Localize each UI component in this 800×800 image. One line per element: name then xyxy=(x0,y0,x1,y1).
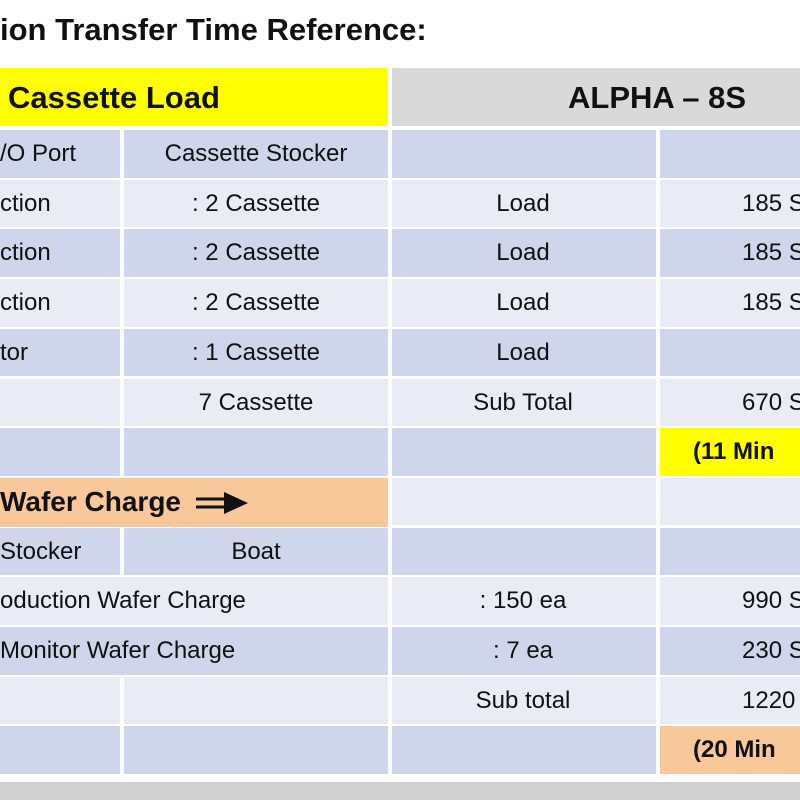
table-cell xyxy=(392,279,656,327)
table-cell xyxy=(0,428,120,476)
section-title: Wafer Charge xyxy=(0,485,182,517)
table-cell xyxy=(124,130,388,178)
cell-text: : 150 ea xyxy=(479,587,567,615)
header-cell xyxy=(392,68,800,126)
cell-text: : 2 Cassette xyxy=(191,289,321,317)
table-cell xyxy=(0,676,120,725)
table-cell xyxy=(124,527,388,576)
cell-text: Cassette Stocker xyxy=(164,140,348,167)
cell-text: oduction Wafer Charge xyxy=(0,587,246,615)
table-cell xyxy=(124,726,388,774)
cell-text: Sub total xyxy=(475,686,571,714)
table-cell xyxy=(392,527,656,576)
cell-text: Sub Total xyxy=(473,388,573,416)
table-cell xyxy=(660,527,800,576)
section-title: Cassette Load xyxy=(8,80,220,115)
table-cell xyxy=(124,378,388,426)
section-header-cell xyxy=(0,477,388,528)
cell-text: ction xyxy=(0,239,51,267)
table-cell xyxy=(392,378,656,426)
table-cell xyxy=(0,577,388,625)
table-cell xyxy=(124,179,388,228)
cell-text: (11 Min xyxy=(693,438,775,466)
table-cell xyxy=(124,229,388,277)
cell-text: Stocker xyxy=(0,537,82,565)
cell-text: ction xyxy=(0,289,51,317)
table-cell xyxy=(392,328,656,377)
table-cell xyxy=(392,179,656,228)
table-cell xyxy=(0,130,120,178)
table-cell xyxy=(660,229,800,277)
cell-text: 185 S xyxy=(742,189,800,217)
cell-text: Load xyxy=(496,239,550,267)
table-cell xyxy=(392,428,656,476)
table-cell xyxy=(660,726,800,774)
table-cell xyxy=(660,179,800,228)
cell-text: (20 Min xyxy=(693,736,776,764)
table-cell xyxy=(0,328,120,377)
table-cell xyxy=(660,328,800,377)
table-cell xyxy=(660,378,800,426)
table-cell xyxy=(0,378,120,426)
table-cell xyxy=(660,279,800,327)
cell-text: Boat xyxy=(231,537,281,565)
table-cell xyxy=(392,627,656,675)
cell-text: Monitor Wafer Charge xyxy=(0,637,236,664)
table-cell xyxy=(0,627,388,675)
cell-text: : 2 Cassette xyxy=(191,189,321,217)
table-cell xyxy=(124,676,388,725)
table-cell xyxy=(392,229,656,277)
cell-text: : 7 ea xyxy=(492,637,554,664)
table-cell xyxy=(0,726,120,774)
table-cell xyxy=(0,279,120,327)
table-cell xyxy=(660,577,800,625)
table-cell xyxy=(124,279,388,327)
table-cell xyxy=(0,527,120,576)
table-cell xyxy=(0,229,120,277)
table-cell xyxy=(392,477,656,526)
table-cell xyxy=(124,428,388,476)
cell-text: tor xyxy=(0,338,29,366)
table-cell xyxy=(392,577,656,625)
table-cell xyxy=(0,179,120,228)
cell-text: 670 S xyxy=(742,388,800,416)
table-cell xyxy=(660,627,800,675)
cell-text: 1220 xyxy=(742,686,796,714)
slide-title: ion Transfer Time Reference: xyxy=(0,12,427,47)
cell-text: 185 S xyxy=(742,289,800,317)
table-cell xyxy=(392,130,656,178)
footer-bar xyxy=(0,782,800,800)
table-cell xyxy=(124,328,388,377)
table-cell xyxy=(660,477,800,526)
table-cell xyxy=(660,130,800,178)
table-cell xyxy=(660,676,800,725)
cell-text: 7 Cassette xyxy=(198,388,314,416)
cell-text: /O Port xyxy=(0,140,77,167)
cell-text: : 2 Cassette xyxy=(191,239,321,267)
table-cell xyxy=(392,676,656,725)
cell-text: 990 S xyxy=(742,587,800,615)
table-cell xyxy=(392,726,656,774)
cell-text: Load xyxy=(496,338,550,366)
cell-text: Load xyxy=(496,189,550,217)
table-cell xyxy=(660,428,800,476)
cell-text: : 1 Cassette xyxy=(191,338,321,366)
cell-text: 230 S xyxy=(742,637,800,664)
cell-text: 185 S xyxy=(742,239,800,267)
cell-text: Load xyxy=(496,289,550,317)
arrow-icon xyxy=(196,492,248,514)
cell-text: ction xyxy=(0,189,51,217)
header-cell xyxy=(0,68,388,126)
model-name: ALPHA – 8S xyxy=(567,80,747,115)
